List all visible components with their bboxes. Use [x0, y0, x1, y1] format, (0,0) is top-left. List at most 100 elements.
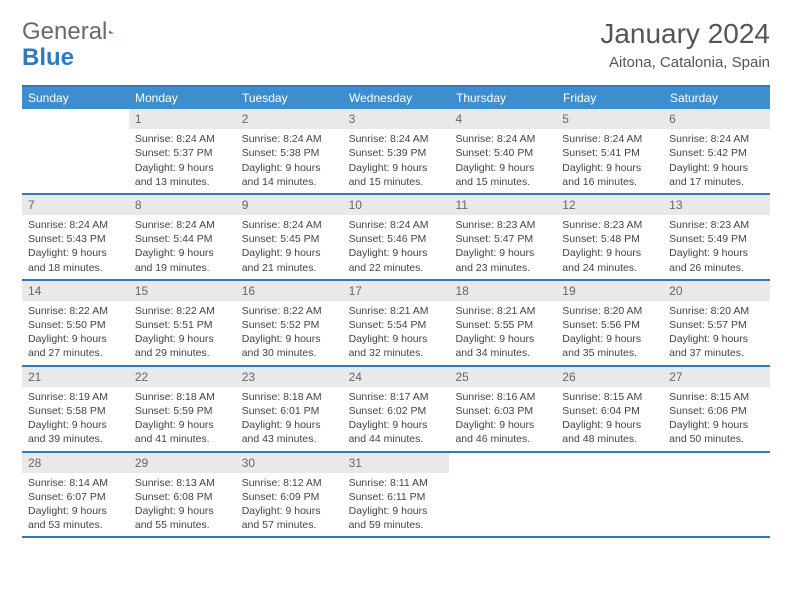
daylight-text: Daylight: 9 hours and 23 minutes. — [455, 246, 550, 274]
day-info: Sunrise: 8:24 AMSunset: 5:38 PMDaylight:… — [236, 129, 343, 193]
daylight-text: Daylight: 9 hours and 39 minutes. — [28, 418, 123, 446]
daylight-text: Daylight: 9 hours and 15 minutes. — [349, 161, 444, 189]
day-info: Sunrise: 8:15 AMSunset: 6:04 PMDaylight:… — [556, 387, 663, 451]
day-number: 13 — [663, 195, 770, 215]
day-info: Sunrise: 8:20 AMSunset: 5:56 PMDaylight:… — [556, 301, 663, 365]
sunset-text: Sunset: 5:46 PM — [349, 232, 444, 246]
day-header-row: SundayMondayTuesdayWednesdayThursdayFrid… — [22, 87, 770, 109]
sunset-text: Sunset: 5:56 PM — [562, 318, 657, 332]
day-info: Sunrise: 8:16 AMSunset: 6:03 PMDaylight:… — [449, 387, 556, 451]
sunset-text: Sunset: 5:52 PM — [242, 318, 337, 332]
daylight-text: Daylight: 9 hours and 15 minutes. — [455, 161, 550, 189]
daylight-text: Daylight: 9 hours and 37 minutes. — [669, 332, 764, 360]
day-number: 19 — [556, 281, 663, 301]
sunset-text: Sunset: 5:57 PM — [669, 318, 764, 332]
day-info: Sunrise: 8:21 AMSunset: 5:54 PMDaylight:… — [343, 301, 450, 365]
sunrise-text: Sunrise: 8:24 AM — [242, 218, 337, 232]
calendar-cell: 4Sunrise: 8:24 AMSunset: 5:40 PMDaylight… — [449, 109, 556, 193]
calendar-cell: 7Sunrise: 8:24 AMSunset: 5:43 PMDaylight… — [22, 195, 129, 279]
sunrise-text: Sunrise: 8:21 AM — [349, 304, 444, 318]
calendar-cell: 10Sunrise: 8:24 AMSunset: 5:46 PMDayligh… — [343, 195, 450, 279]
sunrise-text: Sunrise: 8:15 AM — [562, 390, 657, 404]
daylight-text: Daylight: 9 hours and 16 minutes. — [562, 161, 657, 189]
day-number: 12 — [556, 195, 663, 215]
daylight-text: Daylight: 9 hours and 35 minutes. — [562, 332, 657, 360]
sunset-text: Sunset: 6:03 PM — [455, 404, 550, 418]
sunrise-text: Sunrise: 8:14 AM — [28, 476, 123, 490]
sunrise-text: Sunrise: 8:24 AM — [669, 132, 764, 146]
sunrise-text: Sunrise: 8:18 AM — [242, 390, 337, 404]
sunset-text: Sunset: 6:08 PM — [135, 490, 230, 504]
day-info: Sunrise: 8:20 AMSunset: 5:57 PMDaylight:… — [663, 301, 770, 365]
calendar-cell: 23Sunrise: 8:18 AMSunset: 6:01 PMDayligh… — [236, 367, 343, 451]
sunrise-text: Sunrise: 8:23 AM — [669, 218, 764, 232]
sunrise-text: Sunrise: 8:23 AM — [562, 218, 657, 232]
day-info: Sunrise: 8:18 AMSunset: 6:01 PMDaylight:… — [236, 387, 343, 451]
calendar-cell: 16Sunrise: 8:22 AMSunset: 5:52 PMDayligh… — [236, 281, 343, 365]
sunrise-text: Sunrise: 8:24 AM — [455, 132, 550, 146]
daylight-text: Daylight: 9 hours and 26 minutes. — [669, 246, 764, 274]
sunset-text: Sunset: 5:54 PM — [349, 318, 444, 332]
calendar-cell: 1Sunrise: 8:24 AMSunset: 5:37 PMDaylight… — [129, 109, 236, 193]
day-header: Sunday — [22, 87, 129, 109]
daylight-text: Daylight: 9 hours and 29 minutes. — [135, 332, 230, 360]
daylight-text: Daylight: 9 hours and 21 minutes. — [242, 246, 337, 274]
calendar-cell: 6Sunrise: 8:24 AMSunset: 5:42 PMDaylight… — [663, 109, 770, 193]
sunset-text: Sunset: 6:09 PM — [242, 490, 337, 504]
sunrise-text: Sunrise: 8:12 AM — [242, 476, 337, 490]
day-header: Friday — [557, 87, 664, 109]
week-row: 21Sunrise: 8:19 AMSunset: 5:58 PMDayligh… — [22, 367, 770, 453]
day-number: 11 — [449, 195, 556, 215]
calendar-cell: 25Sunrise: 8:16 AMSunset: 6:03 PMDayligh… — [449, 367, 556, 451]
sunset-text: Sunset: 5:37 PM — [135, 146, 230, 160]
day-number: 30 — [236, 453, 343, 473]
daylight-text: Daylight: 9 hours and 46 minutes. — [455, 418, 550, 446]
day-number: 14 — [22, 281, 129, 301]
calendar-cell: 8Sunrise: 8:24 AMSunset: 5:44 PMDaylight… — [129, 195, 236, 279]
daylight-text: Daylight: 9 hours and 17 minutes. — [669, 161, 764, 189]
day-info: Sunrise: 8:24 AMSunset: 5:45 PMDaylight:… — [236, 215, 343, 279]
day-number: 5 — [556, 109, 663, 129]
day-info: Sunrise: 8:24 AMSunset: 5:37 PMDaylight:… — [129, 129, 236, 193]
day-info: Sunrise: 8:15 AMSunset: 6:06 PMDaylight:… — [663, 387, 770, 451]
calendar-cell: 30Sunrise: 8:12 AMSunset: 6:09 PMDayligh… — [236, 453, 343, 537]
calendar-cell: 21Sunrise: 8:19 AMSunset: 5:58 PMDayligh… — [22, 367, 129, 451]
day-number: 24 — [343, 367, 450, 387]
day-number: 7 — [22, 195, 129, 215]
day-info: Sunrise: 8:24 AMSunset: 5:40 PMDaylight:… — [449, 129, 556, 193]
calendar-cell: 3Sunrise: 8:24 AMSunset: 5:39 PMDaylight… — [343, 109, 450, 193]
day-info: Sunrise: 8:24 AMSunset: 5:43 PMDaylight:… — [22, 215, 129, 279]
sunset-text: Sunset: 6:11 PM — [349, 490, 444, 504]
day-info: Sunrise: 8:22 AMSunset: 5:50 PMDaylight:… — [22, 301, 129, 365]
day-header: Tuesday — [236, 87, 343, 109]
sunrise-text: Sunrise: 8:20 AM — [562, 304, 657, 318]
sunset-text: Sunset: 6:06 PM — [669, 404, 764, 418]
sunrise-text: Sunrise: 8:24 AM — [28, 218, 123, 232]
day-info: Sunrise: 8:24 AMSunset: 5:44 PMDaylight:… — [129, 215, 236, 279]
day-info: Sunrise: 8:22 AMSunset: 5:52 PMDaylight:… — [236, 301, 343, 365]
calendar-cell: 13Sunrise: 8:23 AMSunset: 5:49 PMDayligh… — [663, 195, 770, 279]
day-info: Sunrise: 8:17 AMSunset: 6:02 PMDaylight:… — [343, 387, 450, 451]
sunrise-text: Sunrise: 8:17 AM — [349, 390, 444, 404]
sunset-text: Sunset: 5:45 PM — [242, 232, 337, 246]
sunset-text: Sunset: 5:39 PM — [349, 146, 444, 160]
daylight-text: Daylight: 9 hours and 32 minutes. — [349, 332, 444, 360]
day-info: Sunrise: 8:19 AMSunset: 5:58 PMDaylight:… — [22, 387, 129, 451]
sunset-text: Sunset: 5:41 PM — [562, 146, 657, 160]
daylight-text: Daylight: 9 hours and 24 minutes. — [562, 246, 657, 274]
day-number: 31 — [343, 453, 450, 473]
daylight-text: Daylight: 9 hours and 53 minutes. — [28, 504, 123, 532]
calendar-cell: . — [556, 453, 663, 537]
calendar-cell: 18Sunrise: 8:21 AMSunset: 5:55 PMDayligh… — [449, 281, 556, 365]
calendar-cell: 27Sunrise: 8:15 AMSunset: 6:06 PMDayligh… — [663, 367, 770, 451]
day-info: Sunrise: 8:24 AMSunset: 5:41 PMDaylight:… — [556, 129, 663, 193]
sunrise-text: Sunrise: 8:24 AM — [562, 132, 657, 146]
day-header: Thursday — [450, 87, 557, 109]
sunset-text: Sunset: 5:43 PM — [28, 232, 123, 246]
daylight-text: Daylight: 9 hours and 48 minutes. — [562, 418, 657, 446]
calendar-cell: . — [449, 453, 556, 537]
day-number: 21 — [22, 367, 129, 387]
day-info: Sunrise: 8:23 AMSunset: 5:48 PMDaylight:… — [556, 215, 663, 279]
sunrise-text: Sunrise: 8:22 AM — [242, 304, 337, 318]
calendar-cell: . — [22, 109, 129, 193]
